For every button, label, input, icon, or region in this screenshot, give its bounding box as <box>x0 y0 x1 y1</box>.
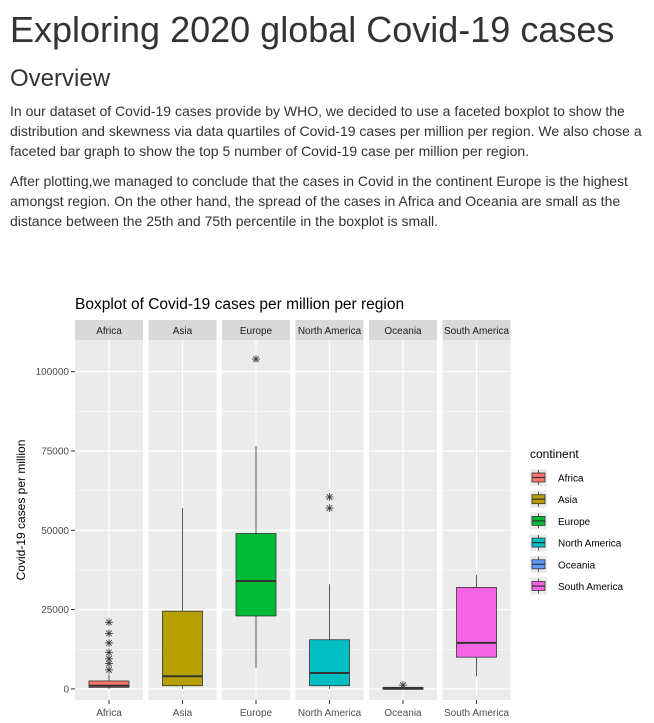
box-iqr <box>88 680 130 688</box>
legend-item-north-america: North America <box>530 534 622 552</box>
legend-label: Africa <box>558 474 584 485</box>
x-tick-label: North America <box>298 708 362 719</box>
x-tick-label: Africa <box>96 708 122 719</box>
y-tick-label: 0 <box>63 684 69 695</box>
box-iqr <box>235 533 277 617</box>
y-axis: 0 25000 50000 75000 100000 <box>36 367 75 695</box>
x-tick-label: Europe <box>240 708 273 719</box>
legend-title: continent <box>530 447 579 461</box>
outlier-stroke <box>105 660 113 667</box>
outlier-stroke <box>399 682 407 689</box>
outlier-point <box>399 681 407 690</box>
facet-strip <box>442 320 511 340</box>
facet-europe: Europe Europe <box>222 320 290 719</box>
facet-south-america: South America South America <box>442 320 511 719</box>
outlier-stroke <box>105 649 113 656</box>
x-tick-label: Oceania <box>384 708 422 719</box>
outlier-point <box>105 618 113 627</box>
facet-strip-label: Europe <box>240 326 273 337</box>
box-asia <box>162 508 203 689</box>
legend: continent Africa Asia Europe North America O… <box>530 447 623 595</box>
box-south-america <box>456 574 497 677</box>
legend-label: Oceania <box>558 560 596 571</box>
legend-label: Asia <box>558 495 578 506</box>
y-tick-label: 75000 <box>41 447 69 458</box>
outlier-stroke <box>105 639 113 646</box>
box-oceania <box>382 681 424 690</box>
overview-heading: Overview <box>10 65 111 92</box>
outlier-stroke <box>105 655 113 662</box>
overview-paragraph-1: In our dataset of Covid-19 cases provide… <box>10 103 642 159</box>
outlier-stroke <box>105 630 113 637</box>
overview-paragraph-2: After plotting,we managed to conclude th… <box>10 173 628 229</box>
facet-strip-label: Asia <box>173 326 193 337</box>
page-content: Exploring 2020 global Covid-19 cases Ove… <box>10 0 646 241</box>
chart-title: Boxplot of Covid-19 cases per million pe… <box>75 296 404 313</box>
y-tick-label: 100000 <box>36 367 70 378</box>
facet-panels: Africa Africa Asia Asia Europe Europe North Am… <box>75 320 511 719</box>
outlier-point <box>325 504 334 513</box>
legend-label: North America <box>558 539 622 550</box>
facet-strip-label: Oceania <box>384 326 422 337</box>
outlier-point <box>105 638 113 647</box>
outlier-stroke <box>105 666 113 673</box>
outlier-point <box>325 493 334 502</box>
x-tick-label: Asia <box>173 708 193 719</box>
facet-oceania: Oceania Oceania <box>369 320 437 719</box>
outlier-stroke <box>252 355 260 363</box>
facet-north-america: North America North America <box>295 320 364 719</box>
outlier-stroke <box>105 619 113 626</box>
facet-strip <box>369 320 437 340</box>
box-iqr <box>456 587 497 658</box>
facet-asia: Asia Asia <box>148 320 217 719</box>
y-axis-title: Covid-19 cases per million <box>14 440 28 581</box>
facet-strip-label: Africa <box>96 326 122 337</box>
facet-strip <box>148 320 217 340</box>
box-iqr <box>309 639 350 687</box>
box-iqr <box>162 610 203 687</box>
outlier-point <box>105 629 113 638</box>
facet-strip <box>295 320 364 340</box>
box-africa <box>88 618 130 689</box>
legend-label: South America <box>558 582 623 593</box>
facet-strip-label: South America <box>444 326 509 337</box>
legend-label: Europe <box>558 517 591 528</box>
legend-item-europe: Europe <box>530 512 591 530</box>
outlier-stroke <box>326 493 333 501</box>
legend-item-oceania: Oceania <box>530 555 596 573</box>
facet-strip-label: North America <box>298 326 362 337</box>
x-tick-label: South America <box>444 708 509 719</box>
outlier-point <box>252 355 260 364</box>
page-title: Exploring 2020 global Covid-19 cases <box>10 9 615 50</box>
y-tick-label: 50000 <box>41 526 69 537</box>
box-north-america <box>309 493 350 689</box>
legend-item-asia: Asia <box>530 490 578 508</box>
outlier-point <box>105 648 113 657</box>
outlier-stroke <box>326 505 333 512</box>
box-europe <box>235 355 277 669</box>
facet-africa: Africa Africa <box>75 320 143 719</box>
legend-item-south-america: South America <box>530 577 623 595</box>
facet-strip <box>75 320 143 340</box>
y-tick-label: 25000 <box>41 605 69 616</box>
facet-strip <box>222 320 290 340</box>
boxplot-chart: Boxplot of Covid-19 cases per million pe… <box>14 296 623 719</box>
legend-item-africa: Africa <box>530 469 584 486</box>
